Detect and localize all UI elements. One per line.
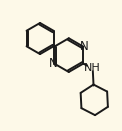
Text: N: N [49, 57, 57, 70]
Text: NH: NH [83, 63, 100, 73]
Text: N: N [80, 40, 89, 53]
